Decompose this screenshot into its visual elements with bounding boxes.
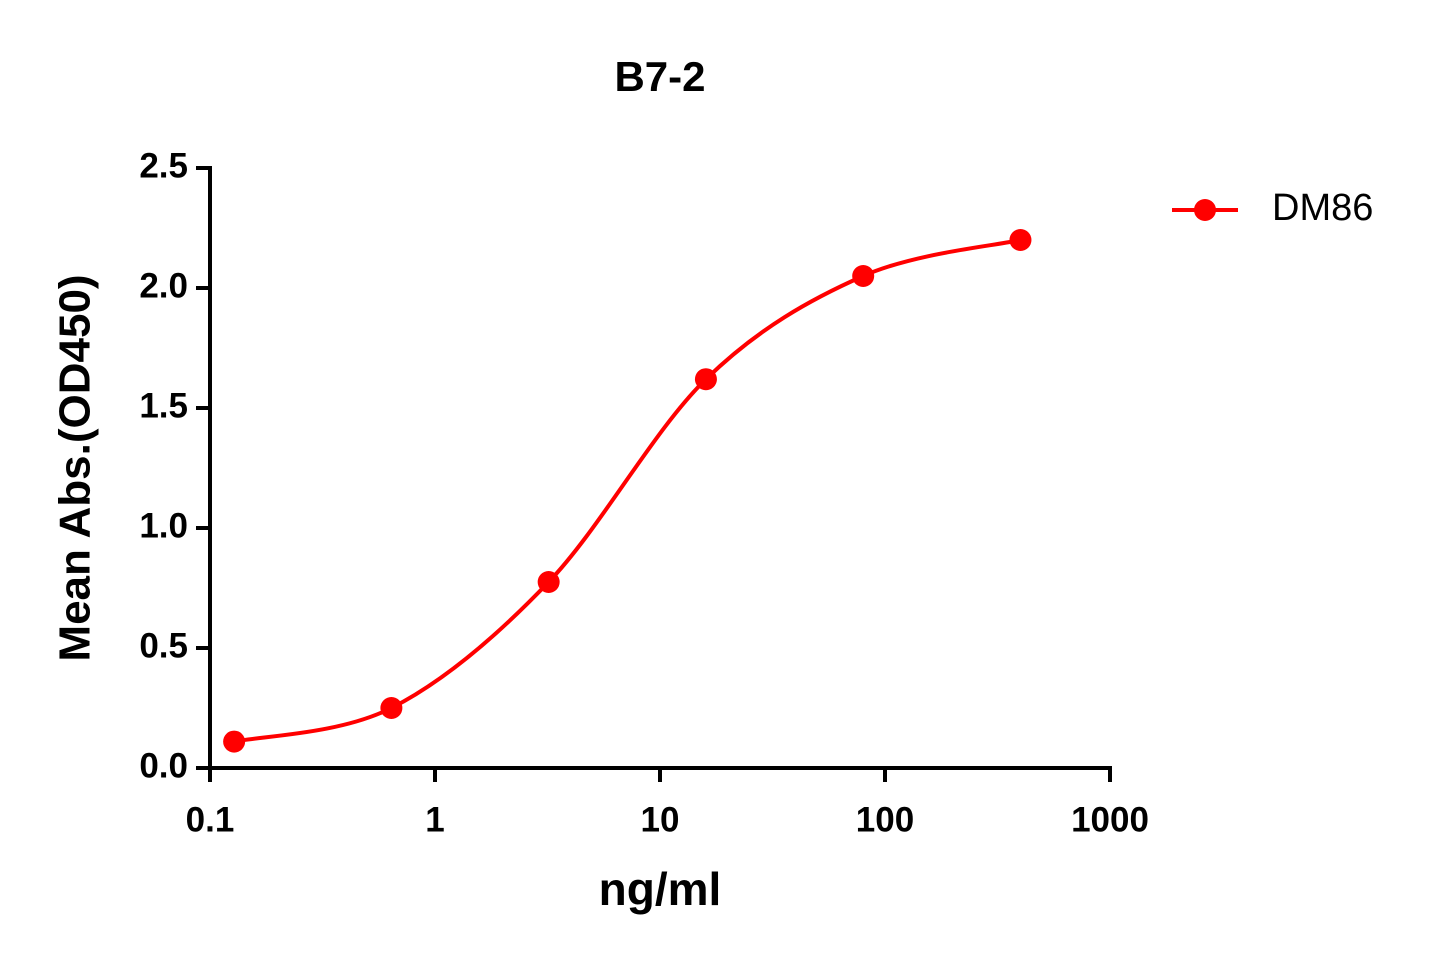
y-axis-label: Mean Abs.(OD450) xyxy=(51,274,100,661)
x-tick-label: 1 xyxy=(425,800,444,839)
y-tick-label: 1.5 xyxy=(139,386,188,425)
y-tick-label: 2.0 xyxy=(139,266,188,305)
point xyxy=(380,697,403,719)
y-tick-label: 0.5 xyxy=(139,626,188,665)
x-tick-label: 1000 xyxy=(1071,800,1149,839)
chart-title: B7-2 xyxy=(614,53,705,100)
x-axis-label: ng/ml xyxy=(599,863,722,915)
point xyxy=(537,571,560,593)
point xyxy=(223,730,246,753)
y-tick-label: 1.0 xyxy=(139,506,188,545)
x-tick-label: 100 xyxy=(856,800,914,839)
point xyxy=(852,265,875,287)
y-tick-label: 2.5 xyxy=(139,146,188,185)
point xyxy=(694,368,717,391)
x-tick-label: 10 xyxy=(641,800,680,839)
x-tick-label: 0.1 xyxy=(186,800,235,839)
legend-marker xyxy=(1194,199,1216,221)
legend-label: DM86 xyxy=(1272,187,1373,229)
y-tick-label: 0.0 xyxy=(139,746,188,785)
point xyxy=(1009,229,1032,251)
